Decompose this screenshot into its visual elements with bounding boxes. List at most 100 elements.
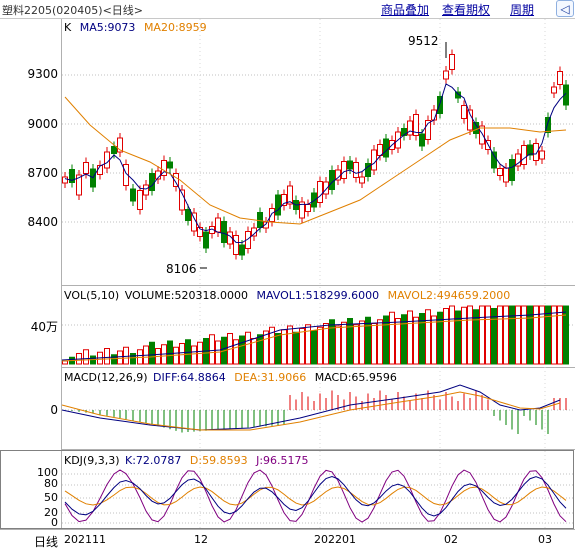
kline-candle-body	[533, 143, 539, 161]
kline-candle-body	[449, 54, 455, 70]
kline-candle-body	[347, 160, 353, 170]
top-toolbar: 塑料2205(020405)<日线> 商品叠加 查看期权 周期 ◁	[0, 0, 575, 19]
y-axis-divider	[61, 19, 62, 529]
volume-bar	[305, 324, 311, 365]
kline-candle-body	[281, 194, 287, 206]
volume-bar	[503, 305, 509, 365]
kline-candle-body	[197, 227, 203, 237]
kline-candle-body	[123, 164, 129, 186]
collapse-left-icon[interactable]: ◁	[556, 0, 574, 17]
macd-dea-line	[61, 391, 561, 431]
volume-bar	[431, 315, 437, 365]
volume-bar	[479, 305, 485, 365]
kline-candle-body	[323, 181, 329, 195]
kdj-ytick-50: 50	[44, 491, 58, 504]
volume-bar	[557, 305, 563, 365]
volume-bar	[551, 305, 557, 365]
kline-low-annotation: 8106	[166, 262, 197, 276]
kline-candle-body	[269, 208, 275, 222]
volume-bar	[413, 316, 419, 365]
volume-bar	[485, 305, 491, 365]
date-tick-12: 12	[194, 533, 208, 546]
kdj-legend-d: D:59.8593	[189, 454, 248, 467]
kline-ytick-8400: 8400	[27, 215, 58, 229]
kdj-k-line	[64, 475, 567, 517]
volume-bar	[389, 311, 395, 365]
kline-candle-body	[69, 169, 75, 183]
view-options-link[interactable]: 查看期权	[442, 3, 491, 17]
volume-mavol1-line	[61, 311, 567, 361]
overlay-commodity-link[interactable]: 商品叠加	[381, 3, 430, 17]
volume-bar	[461, 306, 467, 365]
volume-bar	[449, 305, 455, 365]
volume-panel-border	[61, 367, 575, 368]
volume-bar	[407, 310, 413, 365]
macd-legend: MACD(12,26,9) DIFF:64.8864 DEA:31.9066 M…	[64, 371, 402, 384]
volume-bar	[437, 311, 443, 365]
kline-candle-body	[371, 149, 377, 171]
kline-candle-body	[215, 217, 221, 233]
kline-candle-body	[461, 105, 467, 119]
macd-diff-line	[61, 384, 561, 431]
kline-legend-ma20: MA20:8959	[143, 21, 207, 34]
volume-bar	[299, 328, 305, 365]
kdj-legend-j: J:96.5175	[256, 454, 309, 467]
kline-candle-body	[203, 231, 209, 249]
volume-bar	[533, 305, 539, 365]
macd-legend-macd: MACD:65.9596	[314, 371, 397, 384]
kline-candle-body	[263, 221, 269, 229]
volume-bar	[311, 330, 317, 365]
kdj-ytick-0: 0	[51, 516, 58, 529]
volume-bar	[117, 350, 123, 365]
kline-candle-body	[239, 244, 245, 256]
kline-candle-body	[419, 133, 425, 147]
kline-candle-body	[161, 160, 167, 176]
volume-bar	[293, 331, 299, 365]
volume-bar	[377, 319, 383, 365]
period-link[interactable]: 周期	[510, 3, 535, 17]
volume-bar	[62, 360, 68, 365]
volume-legend: VOL(5,10) VOLUME:520318.0000 MAVOL1:5182…	[64, 289, 515, 302]
volume-bar	[395, 318, 401, 365]
volume-bar	[425, 309, 431, 365]
kline-candle-body	[137, 190, 143, 210]
kline-candle-body	[359, 176, 365, 184]
kline-candle-body	[104, 151, 110, 169]
kdj-legend: KDJ(9,3,3) K:72.0787 D:59.8593 J:96.5175	[64, 454, 314, 467]
kline-candle-body	[329, 170, 335, 190]
kline-candle-body	[521, 145, 527, 165]
kline-candle-body	[117, 137, 123, 153]
kline-candle-body	[509, 159, 515, 181]
kline-candle-body	[503, 167, 509, 183]
macd-ytick-zero: 0	[50, 403, 58, 417]
volume-bar	[401, 314, 407, 365]
kline-candle-body	[383, 138, 389, 158]
kline-candle-body	[130, 188, 136, 202]
kline-candle-body	[425, 120, 431, 140]
volume-bar	[123, 346, 129, 365]
volume-legend-volume: VOLUME:520318.0000	[124, 289, 248, 302]
volume-legend-title: VOL(5,10)	[64, 289, 120, 302]
macd-panel-border	[61, 449, 575, 450]
volume-bar	[149, 341, 155, 365]
kline-candle-body	[353, 162, 359, 178]
kline-candle-body	[305, 204, 311, 212]
kline-candle-body	[377, 144, 383, 156]
volume-bar	[233, 339, 239, 365]
volume-bar	[467, 305, 473, 365]
volume-bar	[419, 313, 425, 365]
kline-candle-body	[365, 163, 371, 177]
kline-candle-body	[233, 235, 239, 255]
volume-bar	[383, 315, 389, 365]
kline-candle-body	[455, 91, 461, 99]
volume-bar	[443, 308, 449, 365]
volume-bar	[275, 333, 281, 365]
kline-high-annotation: 9512	[408, 34, 439, 48]
kline-candle-body	[111, 146, 117, 154]
volume-bar	[353, 324, 359, 365]
volume-bar	[179, 343, 185, 365]
kline-ma5-line	[64, 83, 567, 244]
kline-candle-body	[341, 161, 347, 179]
kline-candle-body	[83, 162, 89, 174]
